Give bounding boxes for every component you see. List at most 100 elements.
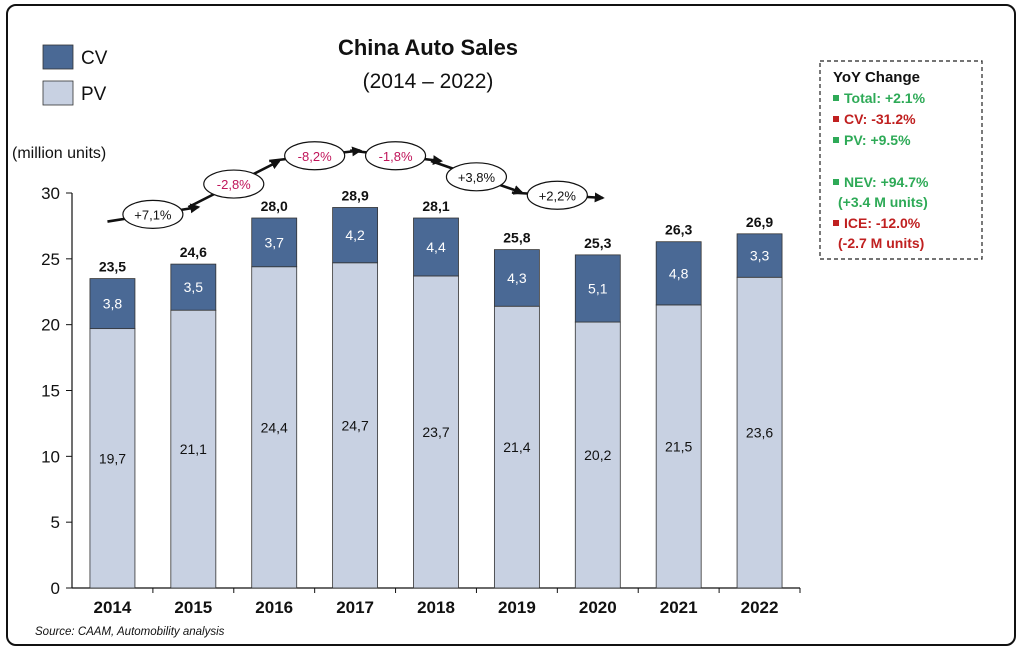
yoy-bullet bbox=[833, 116, 839, 122]
yoy-change-box: YoY Change Total: +2.1% CV: -31.2% PV: +9.… bbox=[819, 60, 983, 260]
legend-label-cv: CV bbox=[81, 48, 108, 69]
x-tick-label: 2014 bbox=[94, 598, 132, 617]
growth-bubble bbox=[284, 141, 346, 171]
bar-pv-2015 bbox=[170, 309, 217, 589]
growth-label: +2,2% bbox=[539, 188, 577, 203]
y-axis-ticks: 0 5 10 15 20 25 30 bbox=[41, 184, 72, 598]
legend-label-pv: PV bbox=[81, 84, 107, 105]
growth-bubble bbox=[122, 199, 184, 229]
bar-total-label: 28,1 bbox=[422, 198, 449, 214]
bar-label-cv: 5,1 bbox=[588, 280, 608, 296]
bar-label-cv: 4,4 bbox=[426, 239, 446, 255]
growth-bubble bbox=[526, 180, 588, 210]
bar-cv-2015 bbox=[170, 263, 217, 311]
yoy-box-border bbox=[819, 60, 983, 260]
bar-total-label: 26,3 bbox=[665, 222, 692, 238]
y-tick-label: 15 bbox=[41, 382, 60, 401]
growth-label: -2,8% bbox=[217, 177, 251, 192]
yoy-item: ICE: -12.0% bbox=[844, 215, 921, 231]
x-tick-label: 2019 bbox=[498, 598, 536, 617]
y-tick-label: 25 bbox=[41, 250, 60, 269]
yoy-item: NEV: +94.7% bbox=[844, 174, 929, 190]
bar-label-pv: 23,6 bbox=[746, 425, 773, 441]
yoy-bullet bbox=[833, 137, 839, 143]
bar-pv-2018 bbox=[413, 275, 459, 589]
growth-label: +3,8% bbox=[458, 170, 496, 185]
bar-total-label: 24,6 bbox=[180, 244, 207, 260]
bar-total-label: 28,0 bbox=[261, 198, 288, 214]
yoy-bullet bbox=[833, 220, 839, 226]
legend-swatch-cv bbox=[42, 44, 74, 70]
bar-label-pv: 23,7 bbox=[422, 424, 449, 440]
bar-label-pv: 19,7 bbox=[99, 450, 126, 466]
legend: CV PV bbox=[42, 44, 108, 106]
bar-label-cv: 4,2 bbox=[345, 227, 365, 243]
bar-pv-2020 bbox=[574, 321, 621, 589]
bar-label-pv: 24,7 bbox=[341, 417, 368, 433]
bar-cv-2016 bbox=[251, 217, 298, 268]
growth-annotations: +7,1% -2,8% -8,2% -1,8% +3,8% +2,2% bbox=[107, 141, 605, 229]
bar-label-pv: 21,5 bbox=[665, 438, 692, 454]
x-tick-label: 2016 bbox=[255, 598, 293, 617]
bar-label-cv: 4,8 bbox=[669, 265, 689, 281]
bar-cv-2020 bbox=[574, 254, 621, 323]
bars-group: 19,7 3,8 23,5 2014 21,1 3,5 24,6 2015 24,4 3,7 28,… bbox=[89, 187, 801, 617]
y-tick-label: 20 bbox=[41, 316, 60, 335]
bar-label-cv: 3,8 bbox=[103, 296, 123, 312]
x-tick-label: 2022 bbox=[741, 598, 779, 617]
bar-total-label: 26,9 bbox=[746, 214, 773, 230]
legend-swatch-pv bbox=[42, 80, 74, 106]
bar-cv-2017 bbox=[332, 207, 379, 264]
yoy-item: (+3.4 M units) bbox=[838, 194, 928, 210]
x-tick-label: 2021 bbox=[660, 598, 698, 617]
bar-label-pv: 20,2 bbox=[584, 447, 611, 463]
bar-total-label: 28,9 bbox=[341, 187, 368, 203]
bar-label-cv: 4,3 bbox=[507, 270, 527, 286]
bar-label-pv: 21,4 bbox=[503, 439, 530, 455]
chart-subtitle: (2014 – 2022) bbox=[363, 70, 494, 93]
y-tick-label: 30 bbox=[41, 184, 60, 203]
y-tick-label: 10 bbox=[41, 447, 60, 466]
bar-label-pv: 21,1 bbox=[180, 441, 207, 457]
bar-pv-2017 bbox=[332, 262, 379, 589]
bar-cv-2014 bbox=[89, 278, 136, 330]
yoy-item: PV: +9.5% bbox=[844, 132, 911, 148]
yoy-items: Total: +2.1% CV: -31.2% PV: +9.5% NEV: +94.… bbox=[833, 90, 929, 251]
bar-pv-2022 bbox=[736, 276, 783, 589]
chart-title: China Auto Sales bbox=[338, 35, 518, 60]
x-tick-label: 2017 bbox=[336, 598, 374, 617]
yoy-bullet bbox=[833, 179, 839, 185]
y-axis-unit-label: (million units) bbox=[12, 145, 106, 162]
growth-bubble bbox=[364, 141, 427, 171]
source-note: Source: CAAM, Automobility analysis bbox=[35, 626, 225, 638]
y-tick-label: 5 bbox=[51, 513, 60, 532]
yoy-item: (-2.7 M units) bbox=[838, 235, 924, 251]
bar-pv-2021 bbox=[655, 304, 702, 589]
growth-label: +7,1% bbox=[134, 207, 172, 222]
yoy-box-title: YoY Change bbox=[833, 69, 920, 86]
growth-bubble bbox=[203, 169, 265, 199]
bar-label-pv: 24,4 bbox=[261, 419, 288, 435]
bar-cv-2021 bbox=[655, 241, 702, 306]
yoy-item: Total: +2.1% bbox=[844, 90, 926, 106]
bar-total-label: 25,3 bbox=[584, 235, 611, 251]
yoy-bullet bbox=[833, 95, 839, 101]
growth-label: -1,8% bbox=[379, 149, 413, 164]
bar-cv-2018 bbox=[413, 217, 459, 277]
bar-label-cv: 3,3 bbox=[750, 248, 770, 264]
bar-total-label: 23,5 bbox=[99, 259, 126, 275]
bar-label-cv: 3,5 bbox=[184, 279, 204, 295]
y-tick-label: 0 bbox=[51, 579, 60, 598]
growth-label: -8,2% bbox=[298, 149, 332, 164]
x-tick-label: 2015 bbox=[174, 598, 212, 617]
yoy-item: CV: -31.2% bbox=[844, 111, 916, 127]
x-tick-label: 2020 bbox=[579, 598, 617, 617]
bar-total-label: 25,8 bbox=[503, 230, 530, 246]
x-tick-label: 2018 bbox=[417, 598, 455, 617]
bar-cv-2019 bbox=[493, 249, 540, 307]
bar-pv-2019 bbox=[493, 305, 540, 589]
bar-label-cv: 3,7 bbox=[264, 234, 284, 250]
bar-pv-2014 bbox=[89, 328, 136, 589]
bar-cv-2022 bbox=[736, 233, 783, 278]
